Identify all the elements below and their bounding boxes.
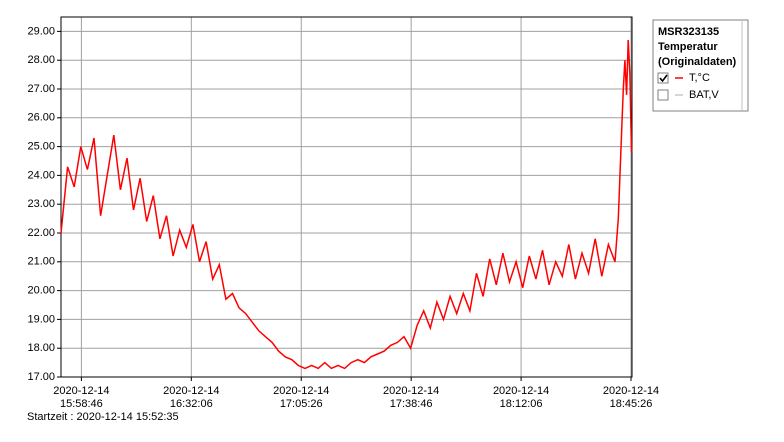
y-tick-label: 28.00 (27, 54, 55, 66)
data-line (60, 39, 633, 370)
y-tick-label: 27.00 (27, 83, 55, 95)
y-tick-label: 29.00 (27, 25, 55, 37)
legend-title: MSR323135 (658, 26, 719, 38)
y-tick-label: 17.00 (27, 371, 55, 383)
x-tick-label: 2020-12-14 17:38:46 (383, 385, 439, 410)
x-tick-label: 2020-12-14 17:05:26 (273, 385, 329, 410)
y-tick-label: 18.00 (27, 342, 55, 354)
legend-checkbox (657, 89, 669, 101)
legend-checkbox (657, 72, 669, 84)
y-tick-label: 19.00 (27, 313, 55, 325)
x-tick-label: 2020-12-14 18:45:26 (603, 385, 659, 410)
y-tick-label: 23.00 (27, 198, 55, 210)
plot-frame (60, 16, 633, 378)
y-tick-label: 20.00 (27, 285, 55, 297)
x-tick-label: 2020-12-14 16:32:06 (163, 385, 219, 410)
y-tick-label: 25.00 (27, 141, 55, 153)
footer: Startzeit : 2020-12-14 15:52:35 (27, 411, 179, 423)
legend-check (659, 74, 668, 83)
y-tick-label: 22.00 (27, 227, 55, 239)
y-tick-label: 26.00 (27, 112, 55, 124)
legend-title: (Originaldaten) (658, 56, 737, 68)
legend-label: T,°C (689, 72, 710, 84)
x-tick-label: 2020-12-14 18:12:06 (493, 385, 549, 410)
legend-label: BAT,V (689, 89, 719, 101)
legend-title: Temperatur (658, 41, 718, 53)
y-tick-label: 24.00 (27, 169, 55, 181)
y-tick-label: 21.00 (27, 256, 55, 268)
x-tick-label: 2020-12-14 15:58:46 (53, 385, 109, 410)
legend-box (652, 19, 749, 112)
